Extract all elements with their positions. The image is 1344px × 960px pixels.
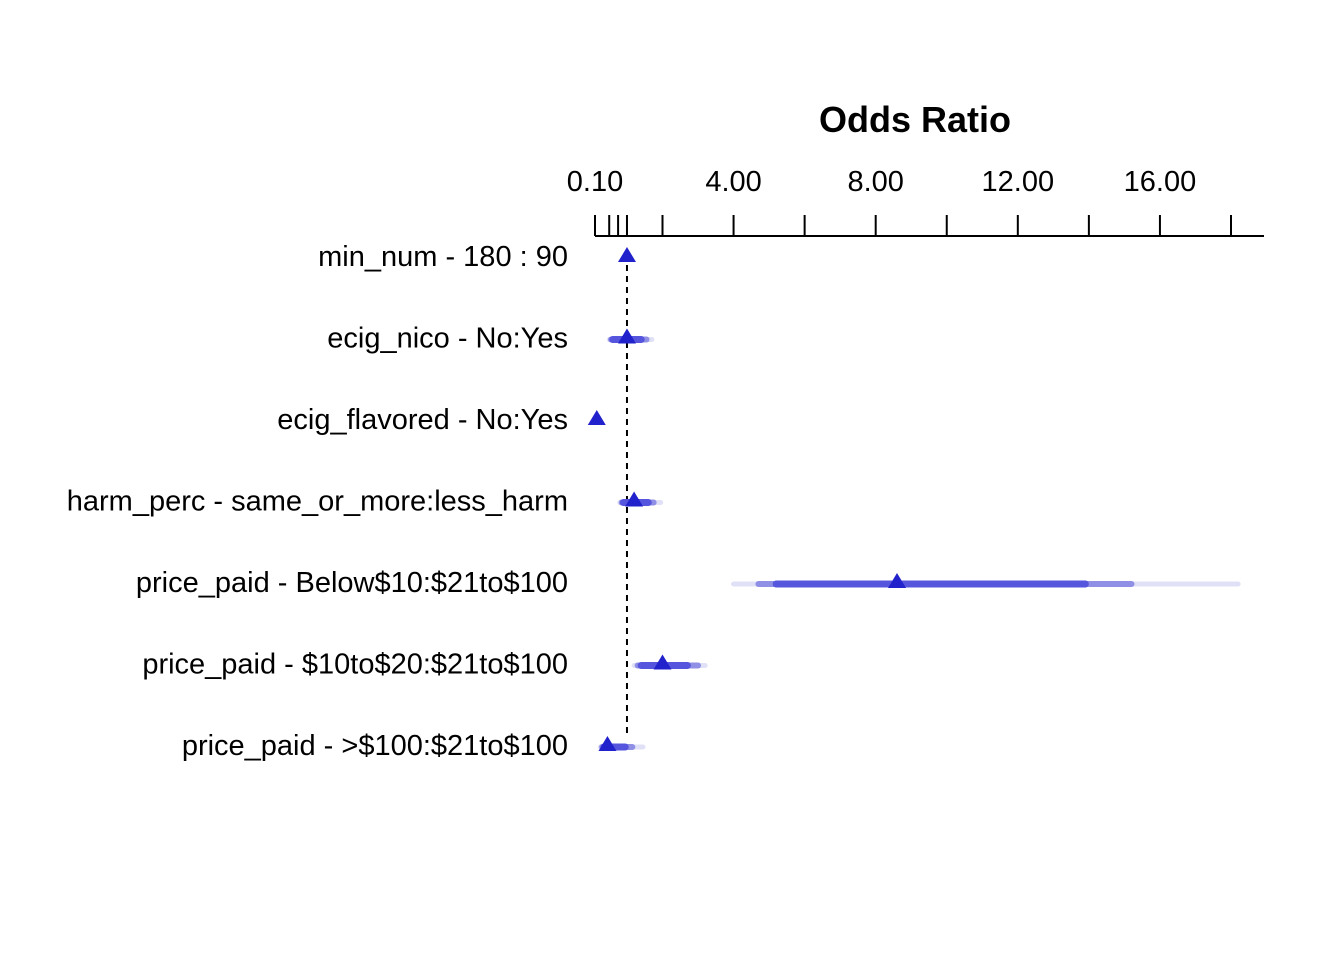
- odds-ratio-marker: [653, 654, 672, 670]
- rows-group: min_num - 180 : 90 ecig_nico - No:Yes ecig…: [67, 241, 1241, 762]
- odds-ratio-marker: [617, 247, 636, 262]
- x-axis: 0.10 4.00 8.00 12.00 16.00: [567, 166, 1264, 237]
- row-label: price_paid - $10to$20:$21to$100: [142, 649, 568, 681]
- odds-ratio-marker: [598, 736, 617, 751]
- row-label: min_num - 180 : 90: [318, 241, 568, 273]
- row-label: ecig_flavored - No:Yes: [277, 404, 568, 436]
- x-tick-label: 4.00: [705, 166, 761, 198]
- row-label: price_paid - Below$10:$21to$100: [136, 567, 568, 599]
- forest-row: ecig_flavored - No:Yes: [277, 404, 606, 436]
- odds-ratio-marker: [617, 328, 636, 344]
- forest-row: min_num - 180 : 90: [318, 241, 636, 273]
- axis-title: Odds Ratio: [819, 99, 1011, 140]
- row-label: price_paid - >$100:$21to$100: [182, 730, 568, 762]
- x-tick-label: 8.00: [847, 166, 903, 198]
- odds-ratio-marker: [587, 410, 606, 425]
- x-tick-label: 16.00: [1124, 166, 1197, 198]
- forest-row: harm_perc - same_or_more:less_harm: [67, 486, 664, 518]
- forest-row: ecig_nico - No:Yes: [327, 323, 655, 355]
- x-tick-label: 12.00: [982, 166, 1055, 198]
- row-label: ecig_nico - No:Yes: [327, 323, 568, 355]
- forest-row: price_paid - $10to$20:$21to$100: [142, 649, 708, 681]
- forest-row: price_paid - >$100:$21to$100: [182, 730, 646, 762]
- odds-ratio-marker: [625, 491, 644, 507]
- odds-ratio-marker: [888, 573, 907, 588]
- x-tick-label: 0.10: [567, 166, 623, 198]
- row-label: harm_perc - same_or_more:less_harm: [67, 486, 568, 518]
- forest-row: price_paid - Below$10:$21to$100: [136, 567, 1241, 599]
